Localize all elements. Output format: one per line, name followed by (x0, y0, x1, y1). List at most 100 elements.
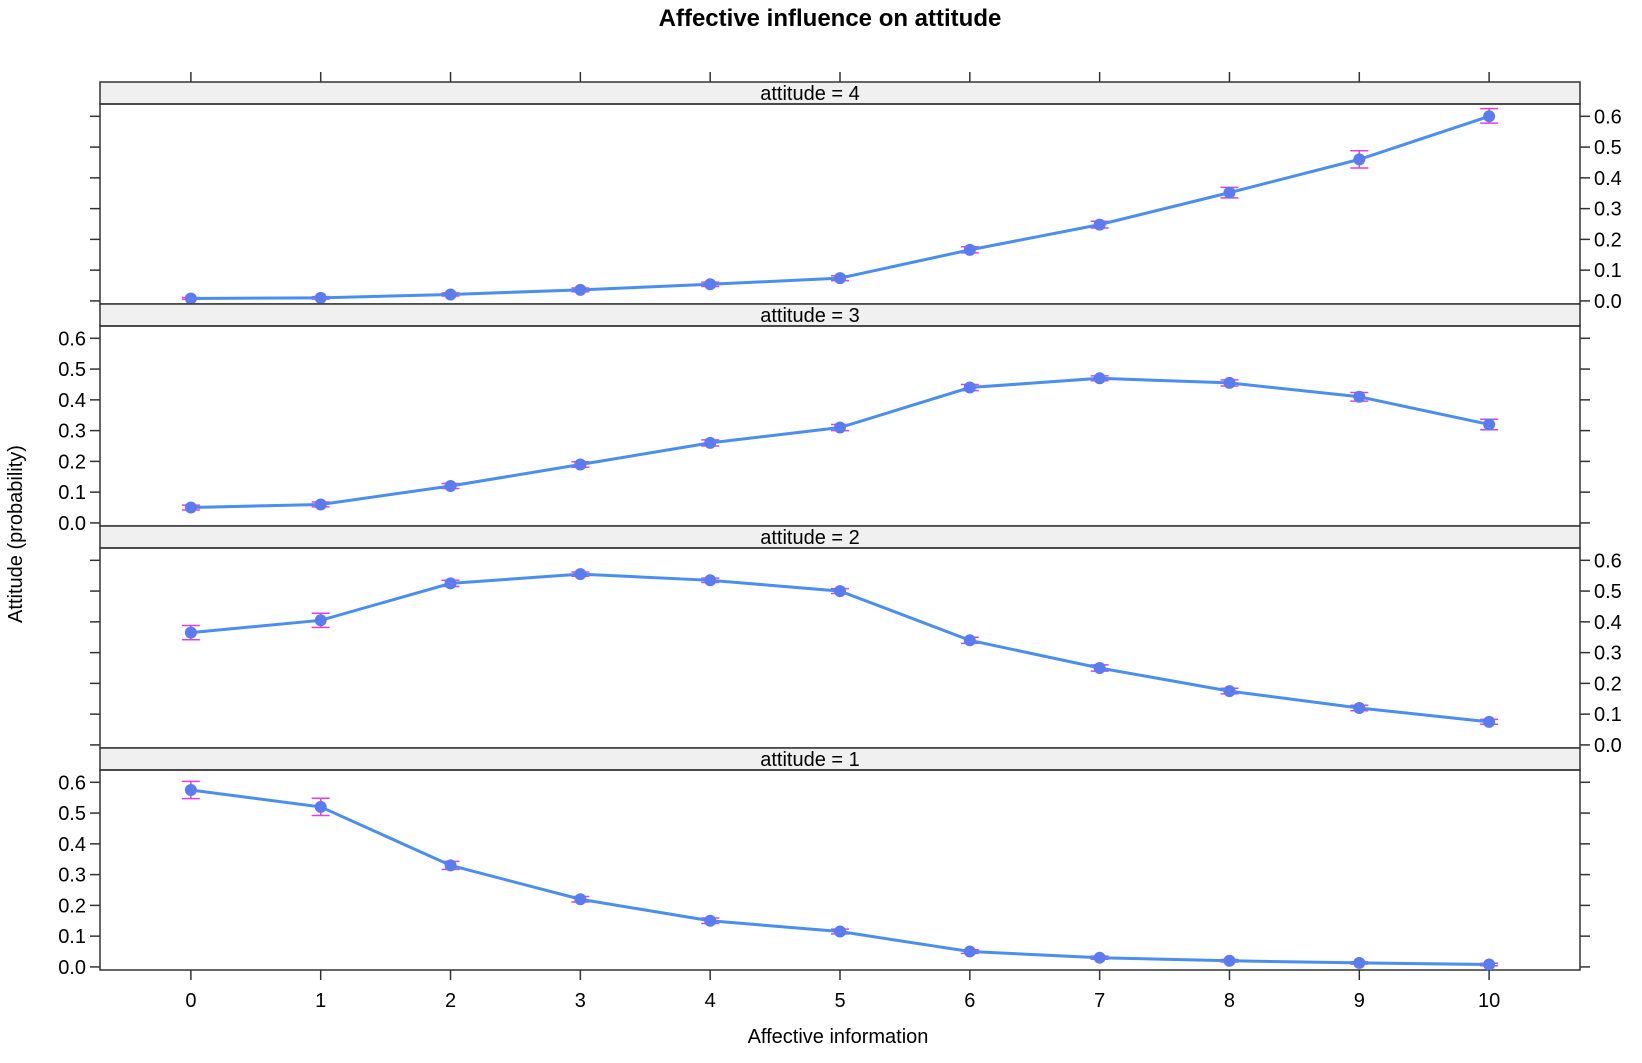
data-point (574, 568, 587, 581)
data-point (834, 585, 846, 598)
data-point (1093, 218, 1106, 231)
y-tick-label: 0.2 (1594, 229, 1622, 251)
panel-3: attitude = 2 0.0 0.1 0.2 0.3 0.4 0.5 0.6 (90, 525, 1622, 757)
y-tick-label: 0.4 (58, 390, 86, 412)
y-tick-label: 0.4 (1594, 612, 1622, 634)
y-tick-label: 0.5 (1594, 581, 1622, 603)
data-point (834, 421, 846, 434)
y-tick-label: 0.6 (58, 328, 86, 350)
data-point (574, 458, 587, 471)
data-point (963, 634, 976, 647)
y-tick-label: 0.3 (1594, 643, 1622, 665)
data-point (704, 914, 717, 927)
data-point (314, 291, 327, 304)
data-point (1093, 372, 1106, 385)
data-point (1093, 662, 1106, 674)
data-point (1223, 186, 1236, 199)
data-point (1223, 376, 1236, 389)
data-point (574, 893, 587, 906)
y-tick-label: 0.0 (1594, 291, 1622, 313)
x-tick-label: 4 (705, 990, 716, 1012)
panel-frame (99, 769, 1581, 971)
y-tick-label: 0.2 (58, 895, 86, 917)
data-point (1093, 951, 1106, 964)
y-tick-label: 0.2 (1594, 673, 1622, 695)
y-tick-label: 0.6 (1594, 550, 1622, 572)
y-tick-label: 0.1 (58, 482, 86, 504)
panel-1: attitude = 4 0.0 0.1 0.2 0.3 0.4 0.5 0.6 (90, 81, 1622, 313)
panel-strip-label: attitude = 3 (760, 305, 860, 327)
x-tick-label: 9 (1354, 990, 1365, 1012)
y-tick-label: 0.4 (1594, 168, 1622, 190)
data-point (1483, 715, 1496, 728)
x-tick-label: 10 (1478, 990, 1500, 1012)
data-point (574, 283, 587, 296)
data-point (444, 480, 457, 492)
panel-4: attitude = 1 0.0 0.1 0.2 0.3 0.4 0.5 0.6 (58, 747, 1590, 979)
y-tick-label: 0.1 (58, 926, 86, 948)
data-point (314, 800, 327, 813)
y-tick-label: 0.1 (1594, 704, 1622, 726)
chart-title: Affective influence on attitude (659, 5, 1002, 32)
data-point (704, 278, 717, 291)
data-point (704, 574, 717, 587)
panel-strip-label: attitude = 2 (760, 527, 860, 549)
y-tick-label: 0.0 (1594, 735, 1622, 757)
data-point (1483, 418, 1496, 431)
panel-strip-label: attitude = 4 (760, 83, 860, 105)
data-point (1353, 956, 1366, 969)
x-tick-label: 5 (834, 990, 845, 1012)
panels: attitude = 40.00.10.20.30.40.50.6attitud… (58, 72, 1622, 1012)
y-tick-label: 0.5 (58, 359, 86, 381)
panel-strip-label: attitude = 1 (760, 749, 860, 771)
data-point (314, 498, 327, 511)
data-point (1483, 110, 1496, 123)
panel-2: attitude = 3 0.0 0.1 0.2 0.3 0.4 0.5 0.6 (58, 303, 1590, 535)
y-tick-label: 0.3 (58, 421, 86, 443)
x-tick-label: 3 (575, 990, 586, 1012)
y-tick-label: 0.2 (58, 451, 86, 473)
y-tick-label: 0.6 (1594, 106, 1622, 128)
x-tick-label: 2 (445, 990, 456, 1012)
data-point (444, 859, 457, 872)
data-point (184, 784, 197, 796)
data-point (704, 436, 717, 449)
y-axis-label: Attitude (probability) (5, 445, 27, 623)
data-point (1353, 153, 1366, 166)
data-point (444, 288, 457, 301)
series-line (190, 114, 1490, 300)
data-point (1353, 702, 1366, 714)
y-tick-label: 0.0 (58, 513, 86, 535)
data-point (963, 243, 976, 256)
data-point (184, 626, 197, 639)
y-tick-label: 0.5 (58, 803, 86, 825)
y-tick-label: 0.6 (58, 772, 86, 794)
x-tick-label: 1 (315, 990, 326, 1012)
data-point (184, 292, 197, 305)
x-tick-label: 7 (1094, 990, 1105, 1012)
y-tick-label: 0.5 (1594, 137, 1622, 159)
x-tick-label: 6 (964, 990, 975, 1012)
data-point (1223, 954, 1236, 967)
data-point (314, 614, 327, 627)
y-tick-label: 0.0 (58, 957, 86, 979)
data-point (1483, 958, 1496, 971)
data-point (444, 577, 457, 590)
data-point (834, 272, 846, 285)
series-line (190, 788, 1490, 966)
data-point (1223, 685, 1236, 698)
panel-frame (99, 547, 1581, 749)
x-tick-label: 8 (1224, 990, 1235, 1012)
y-tick-label: 0.3 (58, 865, 86, 887)
data-point (963, 945, 976, 958)
y-tick-label: 0.1 (1594, 260, 1622, 282)
data-point (1353, 390, 1366, 403)
y-tick-label: 0.3 (1594, 199, 1622, 221)
series-line (190, 376, 1490, 510)
x-tick-label: 0 (185, 990, 196, 1012)
x-axis-label: Affective information (748, 1026, 929, 1048)
data-point (184, 501, 197, 514)
data-point (834, 925, 846, 938)
